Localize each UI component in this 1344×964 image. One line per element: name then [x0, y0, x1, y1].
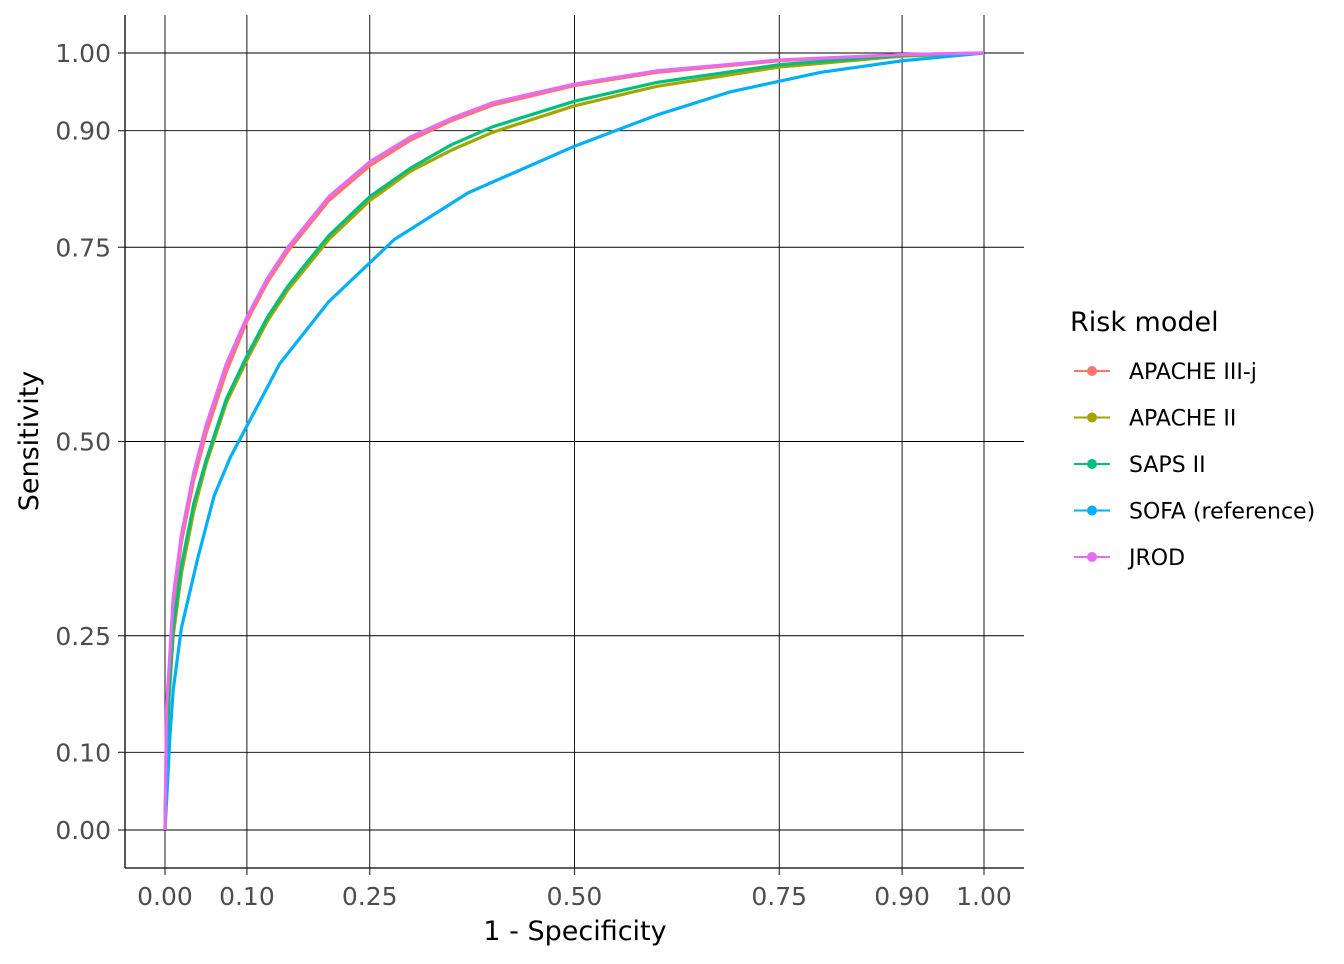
- legend-key-point: [1087, 459, 1097, 469]
- x-tick-label: 0.25: [342, 882, 398, 911]
- grid-lines: [125, 15, 1024, 868]
- y-tick-label: 0.10: [55, 738, 111, 767]
- y-tick-label: 0.75: [55, 233, 111, 262]
- legend-label: APACHE III-j: [1129, 360, 1257, 385]
- legend-key-point: [1087, 366, 1097, 376]
- x-tick-label: 0.00: [137, 882, 193, 911]
- legend-label: SAPS II: [1129, 453, 1206, 478]
- legend-item: SAPS II: [1074, 453, 1206, 478]
- roc-curve-saps-ii: [163, 51, 985, 831]
- x-tick-label: 0.75: [751, 882, 807, 911]
- legend-item: APACHE II: [1074, 407, 1236, 432]
- legend-label: SOFA (reference): [1129, 500, 1315, 525]
- y-tick-label: 0.00: [55, 816, 111, 845]
- legend-key-point: [1087, 412, 1097, 423]
- roc-curve-jrod: [163, 51, 985, 831]
- y-axis-title: Sensitivity: [14, 371, 45, 512]
- legend-item: APACHE III-j: [1074, 360, 1257, 385]
- legend: APACHE III-j APACHE II SAPS II SOFA (refere…: [1074, 360, 1315, 571]
- x-ticks: 0.00 0.10 0.25 0.50 0.75 0.90 1.00: [137, 868, 1012, 911]
- x-tick-label: 1.00: [956, 882, 1012, 911]
- x-tick-label: 0.10: [219, 882, 275, 911]
- x-axis-title: 1 - Specificity: [483, 916, 666, 947]
- x-tick-label: 0.90: [874, 882, 930, 911]
- legend-label: APACHE II: [1129, 407, 1236, 432]
- y-tick-label: 0.25: [55, 622, 111, 651]
- legend-key-point: [1087, 505, 1097, 516]
- legend-key-point: [1087, 552, 1097, 562]
- legend-item: JROD: [1074, 546, 1185, 571]
- roc-curve-sofa-reference-: [163, 51, 985, 831]
- legend-item: SOFA (reference): [1074, 500, 1315, 525]
- x-tick-label: 0.50: [547, 882, 603, 911]
- legend-title: Risk model: [1070, 307, 1219, 338]
- legend-label: JROD: [1127, 546, 1185, 571]
- roc-curves: [163, 51, 985, 831]
- y-tick-label: 0.90: [55, 117, 111, 146]
- y-tick-label: 0.50: [55, 428, 111, 457]
- y-ticks: 0.00 0.10 0.25 0.50 0.75 0.90 1.00: [55, 39, 125, 845]
- y-tick-label: 1.00: [55, 39, 111, 68]
